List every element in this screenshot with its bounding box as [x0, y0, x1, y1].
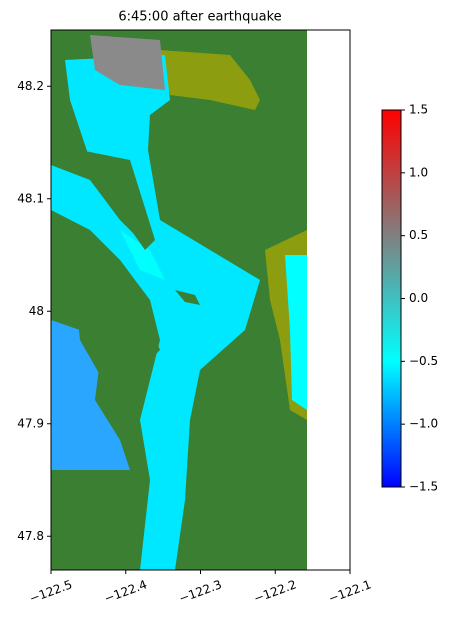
x-tick-label: −122.1	[327, 577, 374, 605]
y-tick-label: 48.1	[17, 191, 44, 205]
map-raster	[51, 30, 307, 570]
y-tick-label: 48	[29, 304, 44, 318]
colorbar-tick-label: −1.0	[409, 417, 438, 431]
chart-title: 6:45:00 after earthquake	[118, 10, 281, 25]
colorbar	[381, 109, 402, 488]
y-tick-label: 47.8	[17, 529, 44, 543]
colorbar-tick-label: 0.5	[409, 228, 428, 242]
colorbar-tick-label: 1.5	[409, 103, 428, 117]
y-tick-label: 47.9	[17, 416, 44, 430]
x-tick-label: −122.4	[102, 577, 149, 605]
colorbar-tick-label: 0.0	[409, 291, 428, 305]
x-tick-label: −122.2	[252, 577, 299, 605]
x-tick-label: −122.5	[28, 577, 75, 605]
colorbar-tick-label: −1.5	[409, 480, 438, 494]
y-tick-label: 48.2	[17, 79, 44, 93]
x-tick-label: −122.3	[177, 577, 224, 605]
colorbar-tick-label: −0.5	[409, 354, 438, 368]
colorbar-tick-label: 1.0	[409, 165, 428, 179]
